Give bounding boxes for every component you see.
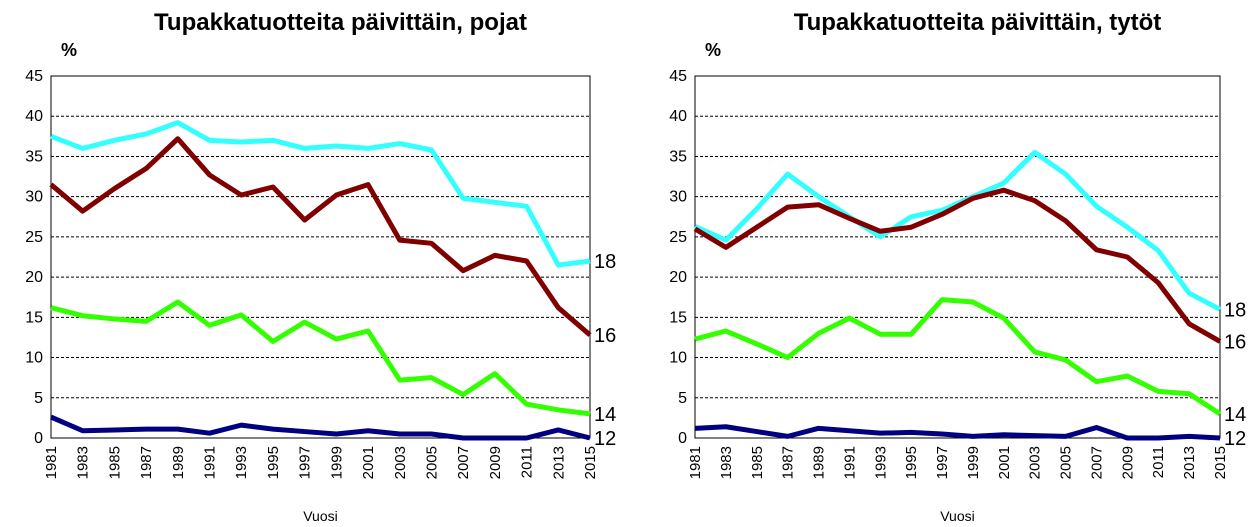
y-tick-label: 30	[25, 189, 43, 206]
y-tick-label: 20	[669, 269, 687, 286]
y-tick-label: 15	[25, 309, 43, 326]
y-axis-label: %	[705, 40, 721, 60]
chart-title: Tupakkatuotteita päivittäin, tytöt	[794, 9, 1162, 36]
y-tick-label: 5	[678, 390, 687, 407]
y-tick-label: 10	[669, 350, 687, 367]
x-tick-label: 1983	[718, 446, 735, 479]
x-tick-label: 2003	[1027, 446, 1044, 479]
series-label: 14	[594, 404, 616, 426]
series-label: 12	[1224, 428, 1246, 450]
y-tick-label: 35	[669, 148, 687, 165]
line-series	[50, 299, 591, 417]
y-tick-label: 10	[25, 350, 43, 367]
series-label: 16	[594, 325, 616, 347]
x-tick-label: 1985	[749, 446, 766, 479]
x-axis-label: Vuosi	[303, 508, 338, 524]
x-axis-label: Vuosi	[940, 508, 975, 524]
line-series	[693, 149, 1222, 312]
x-tick-label: 1999	[328, 446, 345, 479]
x-tick-label: 1981	[43, 446, 60, 479]
x-tick-label: 1989	[811, 446, 828, 479]
x-tick-label: 1997	[297, 446, 314, 479]
line-series	[50, 120, 591, 268]
line-series	[694, 424, 1221, 441]
x-tick-label: 1997	[934, 446, 951, 479]
x-tick-label: 1995	[265, 446, 282, 479]
x-tick-label: 2013	[550, 446, 567, 479]
y-tick-label: 30	[669, 189, 687, 206]
y-tick-label: 45	[669, 68, 687, 85]
y-tick-label: 25	[25, 229, 43, 246]
chart: Tupakkatuotteita päivittäin, pojat% Vuosi…	[25, 9, 616, 524]
y-tick-label: 0	[34, 430, 43, 447]
x-tick-label: 2011	[519, 446, 536, 478]
series-label: 18	[1224, 299, 1246, 321]
x-tick-label: 2015	[582, 446, 599, 479]
x-tick-label: 2005	[1058, 446, 1075, 479]
x-tick-label: 2001	[360, 446, 377, 479]
x-tick-label: 1995	[903, 446, 920, 479]
y-tick-label: 25	[669, 229, 687, 246]
y-tick-label: 0	[678, 430, 687, 447]
plot-border	[50, 75, 591, 439]
line-series	[694, 297, 1222, 416]
series-label: 18	[594, 251, 616, 273]
x-tick-label: 2015	[1212, 446, 1229, 479]
plot-border	[694, 75, 1221, 439]
line-series	[50, 414, 591, 441]
x-tick-label: 1987	[780, 446, 797, 479]
y-axis-label: %	[61, 40, 77, 60]
x-tick-label: 1999	[965, 446, 982, 479]
x-tick-label: 2011	[1150, 446, 1167, 478]
x-tick-label: 2001	[996, 446, 1013, 479]
x-tick-label: 2005	[423, 446, 440, 479]
chart: Tupakkatuotteita päivittäin, tytöt% Vuosi…	[669, 9, 1246, 524]
x-tick-label: 1983	[75, 446, 92, 479]
x-tick-label: 1985	[106, 446, 123, 479]
y-tick-label: 40	[25, 108, 43, 125]
y-tick-label: 35	[25, 148, 43, 165]
x-tick-label: 1981	[687, 446, 704, 479]
chart-title: Tupakkatuotteita päivittäin, pojat	[154, 9, 527, 36]
x-tick-label: 2003	[392, 446, 409, 479]
x-tick-label: 2009	[487, 446, 504, 479]
x-tick-label: 2009	[1119, 446, 1136, 479]
line-series	[49, 136, 592, 337]
series-label: 16	[1224, 331, 1246, 353]
series-label: 12	[594, 428, 616, 450]
line-series	[693, 187, 1222, 344]
x-tick-label: 1991	[841, 446, 858, 479]
y-tick-label: 5	[34, 390, 43, 407]
y-tick-label: 45	[25, 68, 43, 85]
y-tick-label: 15	[669, 309, 687, 326]
series-label: 14	[1224, 404, 1246, 426]
x-tick-label: 2007	[1088, 446, 1105, 479]
y-tick-label: 40	[669, 108, 687, 125]
x-tick-label: 1987	[138, 446, 155, 479]
x-tick-label: 2013	[1181, 446, 1198, 479]
x-tick-label: 1991	[202, 446, 219, 479]
x-tick-label: 1993	[233, 446, 250, 479]
x-tick-label: 1993	[872, 446, 889, 479]
x-tick-label: 1989	[170, 446, 187, 479]
y-tick-label: 20	[25, 269, 43, 286]
x-tick-label: 2007	[455, 446, 472, 479]
